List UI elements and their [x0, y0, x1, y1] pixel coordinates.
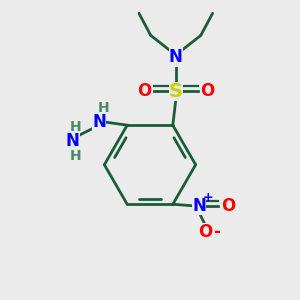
Text: S: S — [169, 82, 183, 101]
Text: O: O — [200, 82, 214, 100]
Text: +: + — [202, 191, 213, 204]
Text: H: H — [98, 100, 109, 115]
Text: -: - — [214, 223, 220, 241]
Text: N: N — [66, 132, 80, 150]
Text: O: O — [198, 223, 212, 241]
Text: H: H — [70, 149, 82, 163]
Text: O: O — [221, 197, 235, 215]
Text: H: H — [70, 120, 82, 134]
Text: N: N — [92, 113, 106, 131]
Text: O: O — [137, 82, 152, 100]
Text: N: N — [169, 49, 183, 67]
Text: N: N — [192, 197, 206, 215]
